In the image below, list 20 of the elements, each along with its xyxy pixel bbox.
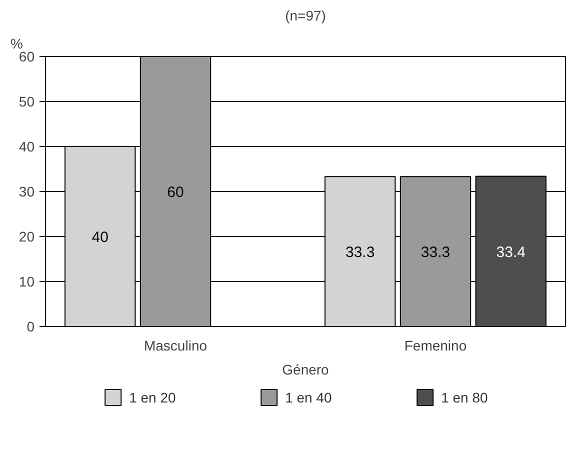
legend-label: 1 en 40 [285, 390, 332, 406]
y-tick-label: 50 [18, 94, 35, 110]
x-tick-label: Masculino [144, 338, 208, 354]
y-tick-label: 60 [18, 48, 35, 64]
y-tick-label: 40 [18, 138, 35, 154]
y-tick-label: 30 [18, 184, 35, 200]
data-label: 33.3 [346, 244, 375, 262]
chart-title: (n=97) [285, 8, 326, 24]
y-tick-label: 0 [26, 318, 35, 334]
legend-label: 1 en 80 [441, 390, 488, 406]
legend-label: 1 en 20 [129, 390, 176, 406]
y-tick-label: 10 [18, 274, 35, 290]
data-label: 33.3 [420, 244, 450, 262]
data-label: 60 [167, 184, 184, 201]
x-tick-label: Femenino [404, 338, 467, 354]
y-tick-label: 20 [18, 228, 35, 244]
x-axis-title: Género [282, 362, 330, 378]
data-label: 33.4 [496, 244, 526, 261]
y-axis-title: % [10, 36, 23, 52]
data-label: 40 [92, 229, 108, 246]
